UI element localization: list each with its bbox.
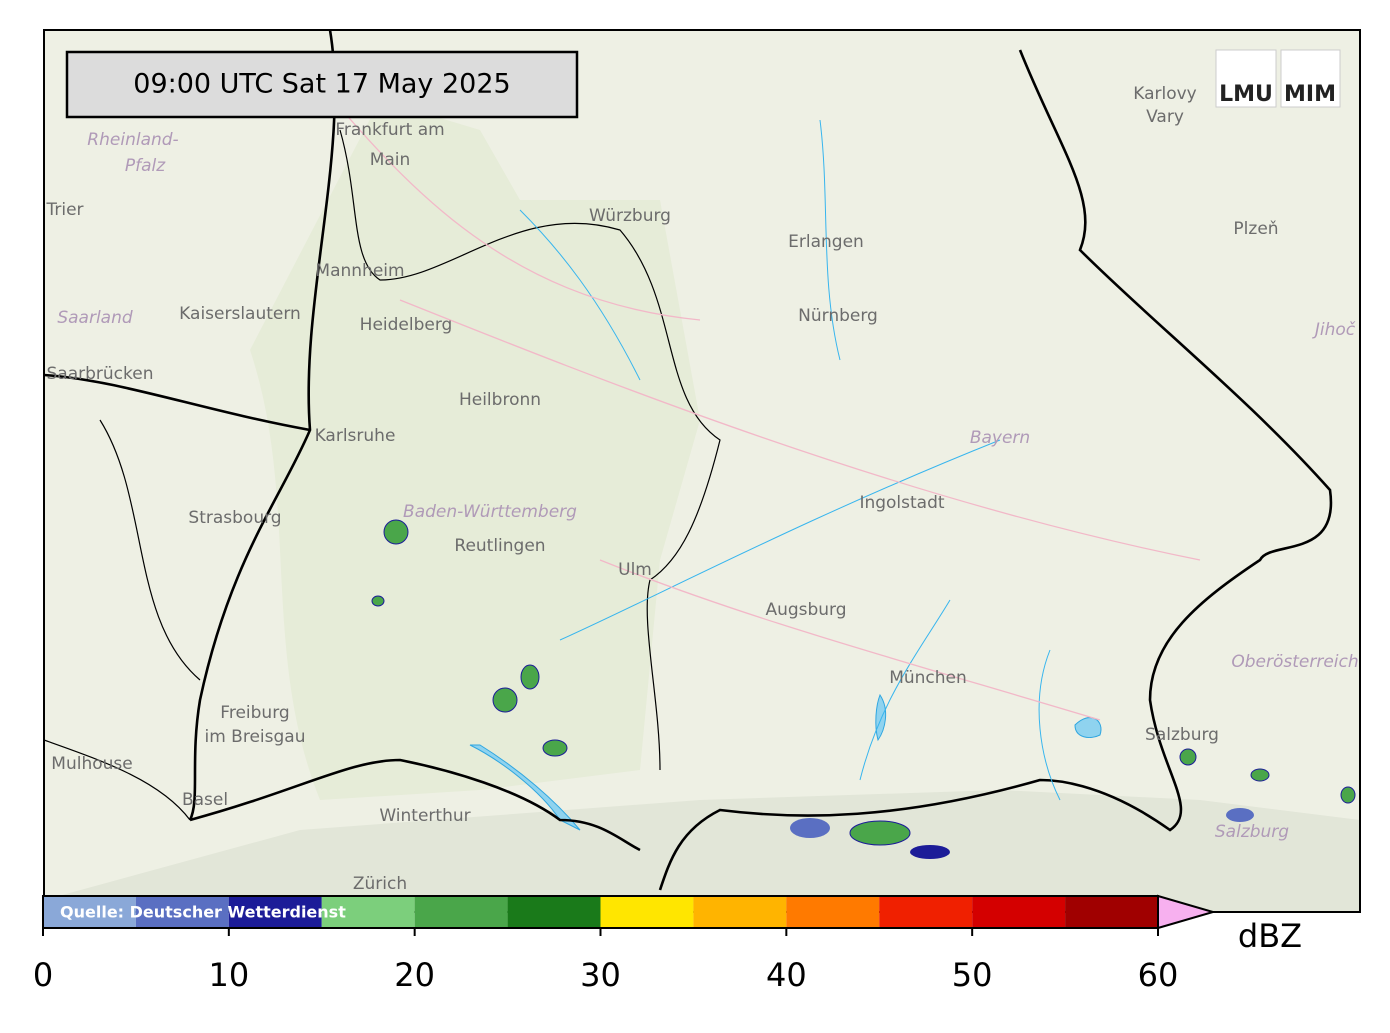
place-label: Trier <box>45 200 83 220</box>
place-label: Würzburg <box>589 206 671 226</box>
place-label: Vary <box>1146 107 1184 127</box>
alps-patch <box>44 790 1360 912</box>
place-label: Winterthur <box>379 806 470 826</box>
place-label: Saarbrücken <box>47 364 154 384</box>
place-label: Plzeň <box>1233 219 1278 239</box>
colorbar-segment <box>228 896 322 928</box>
place-label: Jihoč <box>1312 320 1356 340</box>
place-label: im Breisgau <box>205 727 306 747</box>
colorbar-segment <box>507 896 601 928</box>
lake <box>469 744 581 831</box>
place-label: Augsburg <box>765 600 846 620</box>
state-border <box>44 129 721 821</box>
logo-lmu: LMU <box>1219 82 1273 107</box>
place-label: Karlovy <box>1133 84 1197 104</box>
country-border <box>44 30 1333 891</box>
logo-mim: MIM <box>1284 82 1336 107</box>
colorbar-tick-label: 40 <box>766 956 807 994</box>
place-label: Oberösterreich <box>1231 652 1358 672</box>
colorbar: Quelle: Deutscher Wetterdienst 0 10 20 30 40 5… <box>33 894 1302 994</box>
timestamp-box <box>65 50 579 119</box>
place-label: Rheinland- <box>87 130 178 150</box>
place-label: Ingolstadt <box>859 493 944 513</box>
place-label: Kaiserslautern <box>179 304 301 324</box>
river <box>519 119 1061 801</box>
place-label: Heidelberg <box>360 315 453 335</box>
colorbar-segment <box>600 896 694 928</box>
colorbar-segment <box>414 896 508 928</box>
place-label: Pfalz <box>125 156 166 176</box>
place-label: Zürich <box>353 874 407 894</box>
colorbar-segment <box>135 896 229 928</box>
logo-box <box>1215 49 1277 108</box>
place-label: Karlsruhe <box>315 426 396 446</box>
colorbar-tick-label: 10 <box>208 956 249 994</box>
place-label: Salzburg <box>1215 822 1289 842</box>
source-credit: Quelle: Deutscher Wetterdienst <box>60 903 346 922</box>
place-label: Frankfurt am <box>335 120 444 140</box>
place-label: Heilbronn <box>459 390 541 410</box>
place-label: Ulm <box>618 560 652 580</box>
colorbar-tick-label: 0 <box>33 956 53 994</box>
place-label: Basel <box>182 790 228 810</box>
place-label: Mulhouse <box>51 754 132 774</box>
place-labels: Frankfurt am Main Würzburg Erlangen Nürnberg… <box>45 84 1358 894</box>
place-label: Strasbourg <box>188 508 281 528</box>
place-label: Saarland <box>57 308 133 328</box>
colorbar-unit: dBZ <box>1238 917 1302 955</box>
timestamp: 09:00 UTC Sat 17 May 2025 <box>133 69 510 100</box>
colorbar-tick-label: 20 <box>394 956 435 994</box>
place-label: München <box>889 668 967 688</box>
place-label: Nürnberg <box>798 306 878 326</box>
map-layer: Frankfurt am Main Würzburg Erlangen Nürnberg… <box>44 30 1360 912</box>
colorbar-segment <box>879 896 973 928</box>
colorbar-segment <box>1065 896 1158 928</box>
place-label: Erlangen <box>788 232 864 252</box>
place-label: Salzburg <box>1145 725 1219 745</box>
colorbar-segment <box>693 896 787 928</box>
colorbar-tick-label: 60 <box>1138 956 1179 994</box>
place-label: Bayern <box>970 428 1030 448</box>
colorbar-segment <box>972 896 1066 928</box>
place-label: Reutlingen <box>454 536 545 556</box>
colorbar-tick-label: 30 <box>580 956 621 994</box>
colorbar-tick-label: 50 <box>952 956 993 994</box>
place-label: Freiburg <box>220 703 289 723</box>
map-background <box>44 30 1360 912</box>
colorbar-segment <box>43 896 136 928</box>
radar-echoes <box>371 519 1356 859</box>
logo-box <box>1280 49 1341 108</box>
place-label: Main <box>370 150 411 170</box>
place-label: Baden-Württemberg <box>403 502 577 522</box>
terrain-patch <box>250 100 700 800</box>
colorbar-segment <box>786 896 880 928</box>
lake <box>1074 717 1102 738</box>
place-label: Mannheim <box>315 261 404 281</box>
colorbar-segment <box>321 896 415 928</box>
